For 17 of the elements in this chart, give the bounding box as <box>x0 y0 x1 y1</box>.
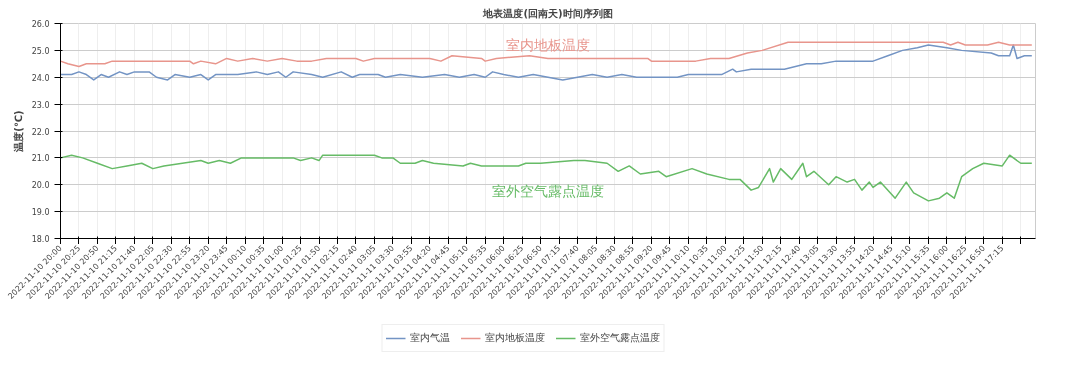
y-tick-label: 20.0 <box>31 181 50 191</box>
legend-label: 室外空气露点温度 <box>580 331 660 345</box>
chart-title: 地表温度(回南天)时间序列图 <box>482 7 613 19</box>
legend-label: 室内地板温度 <box>485 331 545 345</box>
y-axis-title: 温度(℃) <box>12 110 24 153</box>
line-series <box>60 154 1033 202</box>
y-tick-label: 19.0 <box>31 208 50 218</box>
y-tick-label: 22.0 <box>31 127 50 137</box>
y-tick-label: 26.0 <box>31 20 50 29</box>
y-tick-label: 24.0 <box>31 73 50 83</box>
annotation: 室外空气露点温度 <box>492 183 604 200</box>
y-tick-label: 18.0 <box>31 235 50 244</box>
y-tick-label: 21.0 <box>31 154 50 164</box>
annotation: 室内地板温度 <box>506 37 590 53</box>
y-tick-label: 25.0 <box>31 46 50 56</box>
y-tick-label: 23.0 <box>31 100 50 110</box>
legend-label: 室内气温 <box>410 331 450 345</box>
